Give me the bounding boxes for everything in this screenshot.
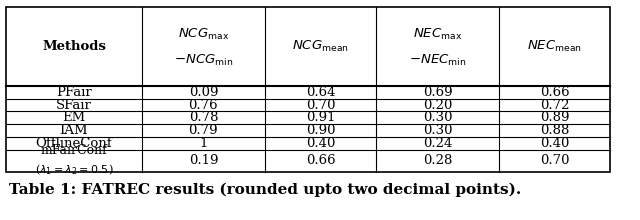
- Text: 0.90: 0.90: [306, 124, 335, 137]
- Text: $NCG_{\mathrm{mean}}$: $NCG_{\mathrm{mean}}$: [292, 39, 349, 54]
- Text: EM: EM: [62, 111, 86, 124]
- Text: 0.19: 0.19: [189, 154, 218, 167]
- Text: 0.66: 0.66: [306, 154, 335, 167]
- Text: 0.79: 0.79: [189, 124, 218, 137]
- Text: 0.40: 0.40: [306, 137, 335, 150]
- Text: 0.20: 0.20: [423, 99, 452, 112]
- Text: ($\lambda_1 = \lambda_2 = 0.5$): ($\lambda_1 = \lambda_2 = 0.5$): [35, 163, 113, 177]
- Text: mFairConf: mFairConf: [40, 144, 108, 157]
- Text: 0.78: 0.78: [189, 111, 218, 124]
- Text: 0.70: 0.70: [540, 154, 570, 167]
- Text: 0.09: 0.09: [189, 86, 218, 99]
- Text: 0.24: 0.24: [423, 137, 452, 150]
- Text: $NCG_{\mathrm{max}}$: $NCG_{\mathrm{max}}$: [178, 27, 229, 42]
- Text: 0.40: 0.40: [540, 137, 570, 150]
- Text: OfflineConf: OfflineConf: [36, 137, 112, 150]
- Bar: [6, 7, 610, 172]
- Text: PFair: PFair: [56, 86, 92, 99]
- Text: 0.76: 0.76: [189, 99, 218, 112]
- Text: $NEC_{\mathrm{max}}$: $NEC_{\mathrm{max}}$: [413, 27, 462, 42]
- Text: 0.88: 0.88: [540, 124, 570, 137]
- Text: 0.70: 0.70: [306, 99, 335, 112]
- Text: $-NCG_{\mathrm{min}}$: $-NCG_{\mathrm{min}}$: [173, 53, 233, 68]
- Text: 0.72: 0.72: [540, 99, 570, 112]
- Text: 0.64: 0.64: [306, 86, 335, 99]
- Text: Methods: Methods: [42, 40, 106, 53]
- Text: 0.66: 0.66: [540, 86, 570, 99]
- Text: 1: 1: [199, 137, 207, 150]
- Text: 0.30: 0.30: [423, 111, 452, 124]
- Text: $-NEC_{\mathrm{min}}$: $-NEC_{\mathrm{min}}$: [409, 53, 467, 68]
- Text: IAM: IAM: [60, 124, 88, 137]
- Text: $NEC_{\mathrm{mean}}$: $NEC_{\mathrm{mean}}$: [527, 39, 582, 54]
- Text: 0.91: 0.91: [306, 111, 335, 124]
- Text: 0.89: 0.89: [540, 111, 570, 124]
- Text: 0.30: 0.30: [423, 124, 452, 137]
- Text: 0.28: 0.28: [423, 154, 452, 167]
- Text: 0.69: 0.69: [423, 86, 452, 99]
- Text: SFair: SFair: [56, 99, 92, 112]
- Text: Table 1: FATREC results (rounded upto two decimal points).: Table 1: FATREC results (rounded upto tw…: [9, 183, 522, 197]
